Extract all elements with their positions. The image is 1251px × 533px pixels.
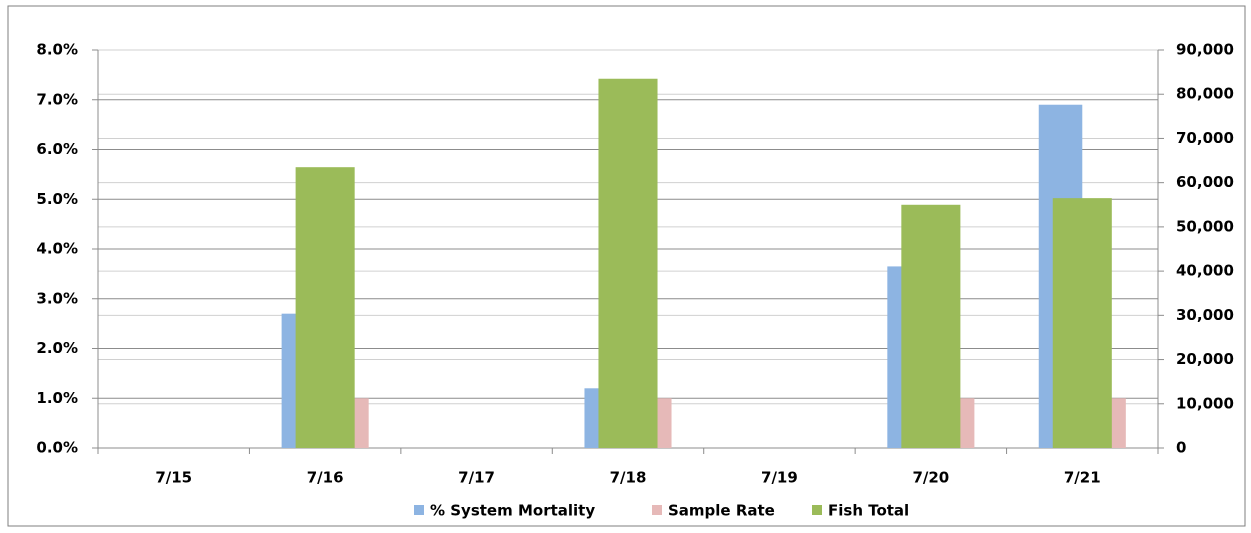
y2-tick-label: 60,000 xyxy=(1176,173,1234,191)
bar xyxy=(295,167,355,448)
legend-label: Sample Rate xyxy=(668,502,775,520)
y2-tick-label: 50,000 xyxy=(1176,217,1234,235)
x-tick-label: 7/17 xyxy=(458,469,495,487)
y-tick-label: 0.0% xyxy=(36,439,78,457)
bar xyxy=(901,204,961,448)
y2-tick-label: 70,000 xyxy=(1176,129,1234,147)
x-tick-label: 7/21 xyxy=(1064,469,1101,487)
legend-swatch xyxy=(414,505,424,515)
y2-tick-label: 30,000 xyxy=(1176,306,1234,324)
y-tick-label: 7.0% xyxy=(36,90,78,108)
legend-swatch xyxy=(652,505,662,515)
y-tick-label: 1.0% xyxy=(36,389,78,407)
x-tick-label: 7/16 xyxy=(307,469,344,487)
x-tick-label: 7/18 xyxy=(610,469,647,487)
y2-tick-label: 10,000 xyxy=(1176,394,1234,412)
x-tick-label: 7/15 xyxy=(155,469,192,487)
y2-tick-label: 80,000 xyxy=(1176,85,1234,103)
x-tick-label: 7/20 xyxy=(912,469,949,487)
y2-tick-label: 20,000 xyxy=(1176,350,1234,368)
bar xyxy=(598,78,658,448)
y-tick-label: 4.0% xyxy=(36,240,78,258)
y-tick-label: 6.0% xyxy=(36,140,78,158)
y-tick-label: 2.0% xyxy=(36,339,78,357)
y2-tick-label: 0 xyxy=(1176,439,1186,457)
y2-tick-label: 40,000 xyxy=(1176,262,1234,280)
legend-swatch xyxy=(812,505,822,515)
legend-label: Fish Total xyxy=(828,502,909,520)
y-tick-label: 5.0% xyxy=(36,190,78,208)
legend-label: % System Mortality xyxy=(430,502,595,520)
y-tick-label: 3.0% xyxy=(36,289,78,307)
x-tick-label: 7/19 xyxy=(761,469,798,487)
y2-tick-label: 90,000 xyxy=(1176,41,1234,59)
bar xyxy=(1052,198,1112,448)
y-tick-label: 8.0% xyxy=(36,41,78,59)
